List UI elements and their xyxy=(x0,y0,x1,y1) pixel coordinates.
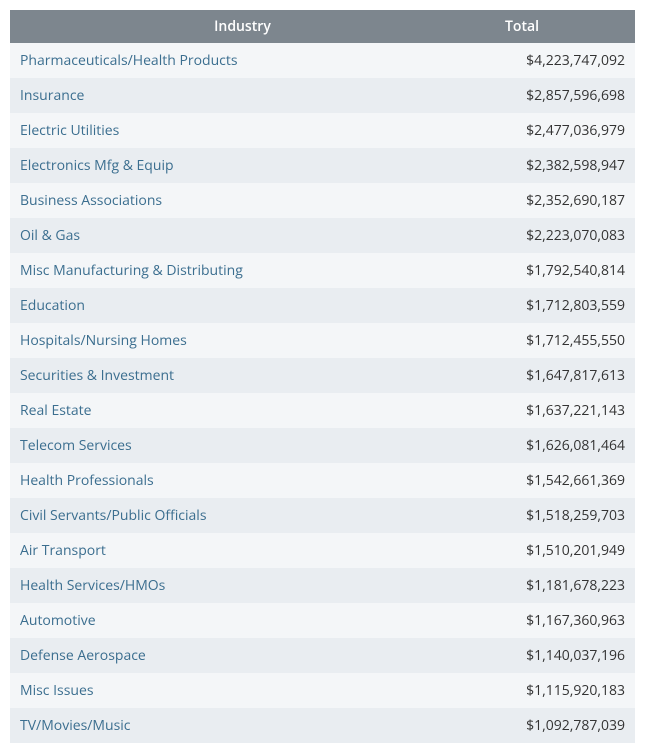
table-row: Misc Manufacturing & Distributing$1,792,… xyxy=(10,253,635,288)
table-row: Real Estate$1,637,221,143 xyxy=(10,393,635,428)
total-value: $1,518,259,703 xyxy=(495,506,625,525)
table-row: Defense Aerospace$1,140,037,196 xyxy=(10,638,635,673)
total-value: $1,626,081,464 xyxy=(495,436,625,455)
industry-link[interactable]: Defense Aerospace xyxy=(20,646,495,665)
total-value: $1,792,540,814 xyxy=(495,261,625,280)
industry-link[interactable]: Electric Utilities xyxy=(20,121,495,140)
table-row: Insurance$2,857,596,698 xyxy=(10,78,635,113)
table-row: Civil Servants/Public Officials$1,518,25… xyxy=(10,498,635,533)
industry-link[interactable]: Hospitals/Nursing Homes xyxy=(20,331,495,350)
total-value: $2,857,596,698 xyxy=(495,86,625,105)
column-header-total[interactable]: Total xyxy=(475,17,635,36)
industry-table: Industry Total Pharmaceuticals/Health Pr… xyxy=(10,10,635,743)
total-value: $1,510,201,949 xyxy=(495,541,625,560)
industry-link[interactable]: Oil & Gas xyxy=(20,226,495,245)
industry-link[interactable]: Pharmaceuticals/Health Products xyxy=(20,51,495,70)
table-row: Health Services/HMOs$1,181,678,223 xyxy=(10,568,635,603)
total-value: $2,223,070,083 xyxy=(495,226,625,245)
column-header-industry[interactable]: Industry xyxy=(10,17,475,36)
table-row: Electronics Mfg & Equip$2,382,598,947 xyxy=(10,148,635,183)
industry-link[interactable]: Misc Issues xyxy=(20,681,495,700)
total-value: $1,647,817,613 xyxy=(495,366,625,385)
table-row: Education$1,712,803,559 xyxy=(10,288,635,323)
industry-link[interactable]: Health Professionals xyxy=(20,471,495,490)
industry-link[interactable]: Real Estate xyxy=(20,401,495,420)
total-value: $1,712,455,550 xyxy=(495,331,625,350)
table-row: Securities & Investment$1,647,817,613 xyxy=(10,358,635,393)
industry-link[interactable]: Education xyxy=(20,296,495,315)
table-row: Automotive$1,167,360,963 xyxy=(10,603,635,638)
table-row: Electric Utilities$2,477,036,979 xyxy=(10,113,635,148)
table-row: Pharmaceuticals/Health Products$4,223,74… xyxy=(10,43,635,78)
total-value: $2,382,598,947 xyxy=(495,156,625,175)
total-value: $1,140,037,196 xyxy=(495,646,625,665)
industry-link[interactable]: Automotive xyxy=(20,611,495,630)
table-body: Pharmaceuticals/Health Products$4,223,74… xyxy=(10,43,635,743)
total-value: $1,637,221,143 xyxy=(495,401,625,420)
industry-link[interactable]: TV/Movies/Music xyxy=(20,716,495,735)
industry-link[interactable]: Insurance xyxy=(20,86,495,105)
table-row: TV/Movies/Music$1,092,787,039 xyxy=(10,708,635,743)
total-value: $1,712,803,559 xyxy=(495,296,625,315)
industry-link[interactable]: Health Services/HMOs xyxy=(20,576,495,595)
total-value: $1,542,661,369 xyxy=(495,471,625,490)
total-value: $1,115,920,183 xyxy=(495,681,625,700)
table-row: Misc Issues$1,115,920,183 xyxy=(10,673,635,708)
table-row: Health Professionals$1,542,661,369 xyxy=(10,463,635,498)
industry-link[interactable]: Misc Manufacturing & Distributing xyxy=(20,261,495,280)
table-row: Hospitals/Nursing Homes$1,712,455,550 xyxy=(10,323,635,358)
table-row: Business Associations$2,352,690,187 xyxy=(10,183,635,218)
table-header-row: Industry Total xyxy=(10,10,635,43)
industry-link[interactable]: Civil Servants/Public Officials xyxy=(20,506,495,525)
total-value: $4,223,747,092 xyxy=(495,51,625,70)
industry-link[interactable]: Telecom Services xyxy=(20,436,495,455)
total-value: $1,181,678,223 xyxy=(495,576,625,595)
industry-link[interactable]: Business Associations xyxy=(20,191,495,210)
industry-link[interactable]: Securities & Investment xyxy=(20,366,495,385)
table-row: Oil & Gas$2,223,070,083 xyxy=(10,218,635,253)
industry-link[interactable]: Air Transport xyxy=(20,541,495,560)
total-value: $1,092,787,039 xyxy=(495,716,625,735)
industry-link[interactable]: Electronics Mfg & Equip xyxy=(20,156,495,175)
total-value: $2,352,690,187 xyxy=(495,191,625,210)
table-row: Telecom Services$1,626,081,464 xyxy=(10,428,635,463)
total-value: $2,477,036,979 xyxy=(495,121,625,140)
total-value: $1,167,360,963 xyxy=(495,611,625,630)
table-row: Air Transport$1,510,201,949 xyxy=(10,533,635,568)
